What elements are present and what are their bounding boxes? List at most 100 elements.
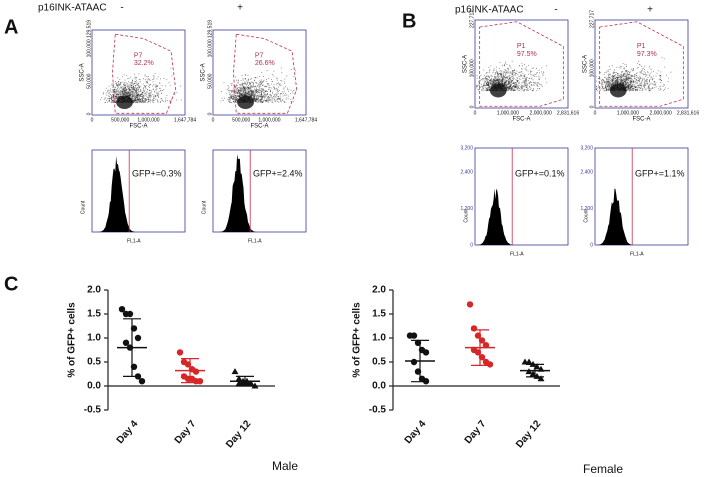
dot (235, 91, 237, 93)
dot (135, 88, 137, 90)
dot (517, 87, 519, 89)
dot (262, 99, 264, 101)
dot (237, 91, 239, 92)
dot (661, 56, 663, 58)
dot (108, 100, 110, 102)
dot (623, 83, 624, 85)
dot (131, 94, 133, 96)
dot (236, 99, 238, 101)
dot (629, 88, 631, 90)
dot (610, 80, 612, 82)
dot (270, 95, 272, 97)
dot (180, 85, 182, 87)
dot (282, 100, 284, 102)
dot (251, 95, 252, 96)
dot (493, 75, 495, 77)
dot (507, 86, 509, 88)
dot (268, 87, 270, 89)
dot (504, 76, 506, 78)
dot (132, 99, 133, 101)
dot (638, 64, 640, 66)
dot (626, 85, 628, 87)
dot (136, 95, 138, 97)
dot (513, 87, 515, 89)
dot (137, 94, 139, 96)
dot (502, 79, 504, 81)
dot (270, 99, 272, 100)
dot (536, 72, 538, 74)
dot (240, 94, 242, 96)
dot (647, 82, 648, 84)
dot (126, 94, 128, 95)
dot (263, 80, 264, 82)
dot (529, 71, 531, 73)
dot (237, 81, 239, 83)
dot (658, 78, 660, 80)
dot (621, 82, 623, 84)
dot (136, 96, 138, 98)
dot (508, 83, 510, 85)
dot (523, 85, 525, 87)
dot (249, 85, 251, 87)
dot (494, 81, 496, 83)
dot (143, 95, 145, 97)
dot (644, 89, 646, 91)
dot (268, 96, 270, 98)
dot (510, 88, 512, 90)
dot (627, 72, 629, 74)
dot (113, 89, 115, 91)
dot (276, 78, 278, 80)
dot (617, 73, 618, 75)
dot (623, 83, 625, 85)
dot (254, 95, 256, 96)
dot (517, 82, 519, 84)
dot (659, 75, 661, 77)
dot (259, 96, 261, 98)
dot (488, 85, 489, 86)
dot (262, 88, 264, 90)
dot (509, 84, 511, 86)
dot (609, 76, 610, 78)
dot (628, 73, 630, 75)
dot (630, 78, 632, 80)
dot (241, 94, 243, 96)
dot (614, 77, 616, 79)
dot (240, 90, 242, 92)
dot (146, 91, 148, 93)
dot (655, 75, 657, 77)
dot (143, 93, 145, 95)
dot (510, 72, 512, 73)
x-axis-label: Male (272, 459, 298, 473)
x-axis-label: Female (583, 462, 623, 476)
dot (133, 93, 135, 95)
dot (629, 78, 631, 80)
dot (602, 86, 604, 88)
dot (521, 75, 523, 77)
dot (515, 85, 517, 87)
dot (256, 88, 258, 90)
dot (120, 90, 122, 92)
dot (275, 93, 277, 95)
dot (610, 82, 612, 84)
dot (506, 87, 508, 89)
dot (624, 77, 626, 79)
dot (262, 84, 264, 86)
dot (513, 77, 515, 79)
dot (280, 97, 282, 99)
dot (484, 78, 486, 80)
dot (157, 95, 159, 97)
dot (503, 65, 505, 67)
dot (617, 77, 619, 79)
plot-frame (212, 149, 307, 233)
dot (115, 81, 117, 83)
dot (124, 79, 126, 81)
dot (620, 82, 622, 84)
dot (495, 75, 496, 77)
dot (145, 99, 147, 101)
dot (489, 86, 491, 88)
dot (488, 87, 490, 88)
dot (232, 95, 233, 97)
dot (118, 93, 120, 95)
condition-label: + (237, 3, 243, 14)
dot (235, 76, 236, 78)
